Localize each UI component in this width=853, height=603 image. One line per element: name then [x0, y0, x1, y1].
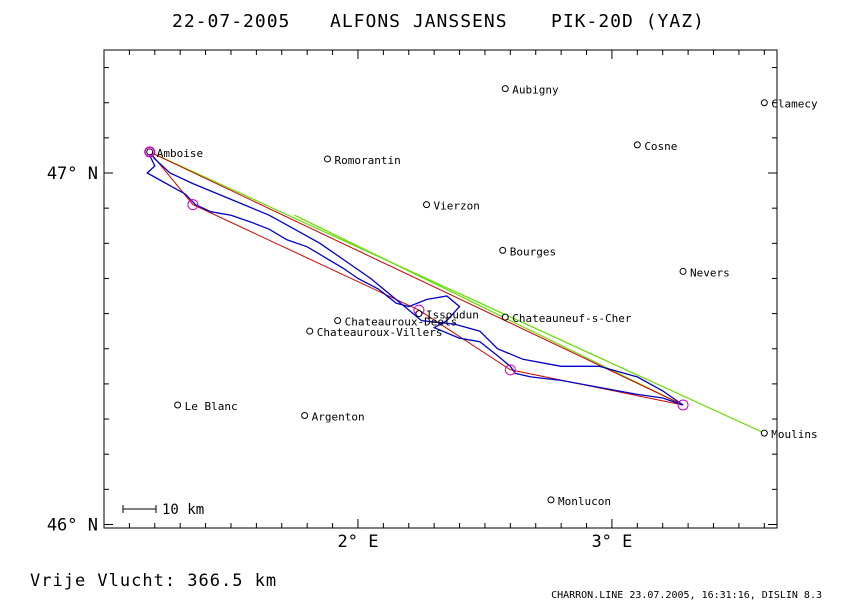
- town-marker: [323, 155, 331, 163]
- town: Chateauneuf-s-Cher: [501, 312, 632, 325]
- pilot-name: ALFONS JANSSENS: [330, 11, 508, 32]
- file-info: CHARRON.LINE 23.07.2005, 16:31:16, DISLI…: [551, 590, 822, 601]
- lon-tick-label: 3° E: [591, 532, 632, 552]
- scale-bar-label: 10 km: [162, 502, 204, 518]
- town-marker: [760, 429, 768, 437]
- town: Amboise: [144, 146, 203, 160]
- town-marker: [501, 85, 509, 93]
- town-label: Le Blanc: [185, 400, 238, 413]
- green-lines: [149, 151, 765, 434]
- lat-tick-label: 47° N: [47, 164, 98, 184]
- town-marker: [501, 313, 509, 321]
- town: Argenton: [301, 411, 365, 424]
- town: Issoudun: [415, 309, 479, 322]
- scale-bar: 10 km: [122, 502, 204, 518]
- task-polygon: [149, 151, 684, 406]
- town-label: Amboise: [157, 147, 203, 160]
- town-label: Moulins: [771, 428, 817, 441]
- distance-readout: Vrije Vlucht: 366.5 km: [30, 571, 277, 591]
- green-line: [294, 214, 684, 406]
- plot-frame: [103, 49, 778, 529]
- town-label: Romorantin: [334, 154, 400, 167]
- town: Chateauroux-Villers: [306, 326, 443, 339]
- flight-date: 22-07-2005: [172, 11, 290, 32]
- town: Monlucon: [547, 495, 611, 508]
- town: Aubigny: [501, 84, 559, 97]
- task-line: [149, 151, 684, 406]
- town-marker: [499, 246, 507, 254]
- town: Moulins: [760, 428, 818, 441]
- axis-tick-labels: 47° N 46° N 2° E 3° E: [47, 164, 633, 552]
- turnpoint-marker: [504, 364, 516, 376]
- town-label: Vierzon: [434, 200, 480, 213]
- town-marker: [301, 412, 309, 420]
- town-label: Nevers: [690, 266, 730, 279]
- town-marker: [174, 401, 182, 409]
- town: Vierzon: [423, 200, 480, 213]
- town-marker: [334, 317, 342, 325]
- town-marker: [423, 201, 431, 209]
- town: Chateauroux-Deols: [334, 316, 458, 329]
- turnpoint-marker: [187, 199, 199, 211]
- green-line: [149, 151, 765, 434]
- town-marker: [306, 327, 314, 335]
- glider-name: PIK-20D (YAZ): [551, 11, 705, 32]
- town-label: Chateauroux-Villers: [317, 326, 443, 339]
- town-marker: [679, 267, 687, 275]
- axis-ticks: [103, 50, 777, 528]
- town-label: Clamecy: [771, 98, 818, 111]
- town-label: Monlucon: [558, 495, 611, 508]
- track-line: [146, 151, 684, 406]
- town-label: Bourges: [510, 245, 556, 258]
- town: Nevers: [679, 266, 730, 279]
- lon-tick-label: 2° E: [337, 532, 378, 552]
- town: Le Blanc: [174, 400, 238, 413]
- town-marker: [146, 148, 154, 156]
- town-label: Chateauroux-Deols: [345, 316, 458, 329]
- town-label: Aubigny: [512, 84, 559, 97]
- town-label: Argenton: [312, 411, 365, 424]
- turnpoint-marker: [677, 399, 689, 411]
- flight-track: [146, 151, 684, 406]
- town: Bourges: [499, 245, 556, 258]
- town-markers: Amboise Aubigny Clamecy Cosne Romorantin Vier…: [144, 84, 818, 508]
- lat-tick-label: 46° N: [47, 515, 98, 535]
- town: Clamecy: [760, 98, 818, 111]
- town-marker: [547, 496, 555, 504]
- town-label: Issoudun: [426, 309, 479, 322]
- town-marker: [633, 141, 641, 149]
- home-marker: [144, 146, 155, 157]
- town-marker: [760, 99, 768, 107]
- town: Cosne: [633, 140, 677, 153]
- town-label: Chateauneuf-s-Cher: [512, 312, 632, 325]
- town-label: Cosne: [644, 140, 677, 153]
- town: Romorantin: [323, 154, 401, 167]
- town-marker: [415, 310, 423, 318]
